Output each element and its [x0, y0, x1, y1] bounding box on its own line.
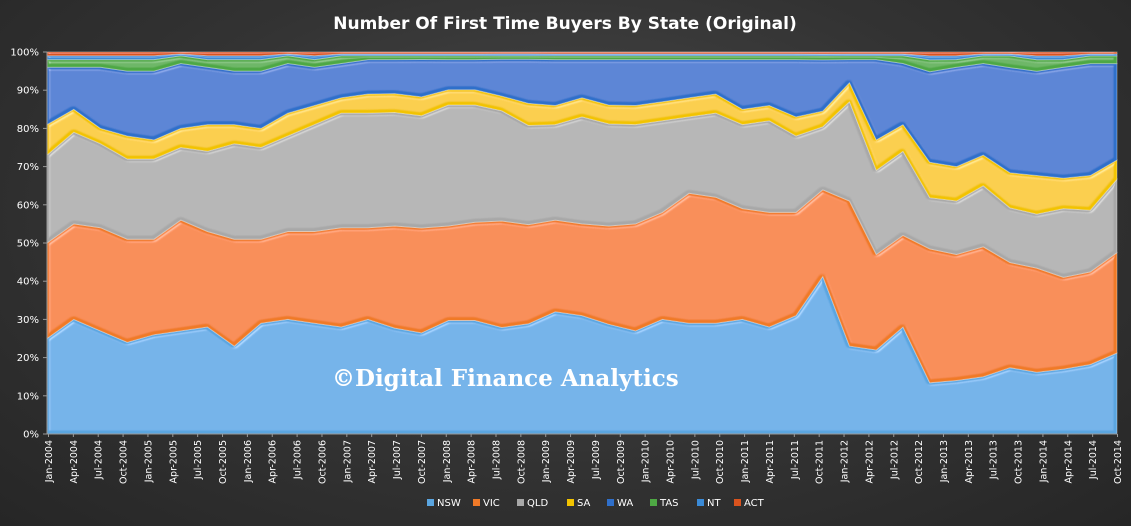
watermark: ©Digital Finance Analytics: [332, 365, 679, 392]
chart-title: Number Of First Time Buyers By State (Or…: [333, 14, 796, 34]
y-tick-label: 50%: [17, 239, 39, 250]
legend-label-nt: NT: [707, 498, 721, 509]
legend-swatch-qld: [517, 499, 524, 506]
x-tick-label: Jan-2014: [1038, 440, 1049, 483]
legend-swatch-vic: [473, 499, 480, 506]
x-tick-label: Jan-2013: [939, 440, 950, 483]
x-axis: Jan-2004 Apr-2004 Jul-2004 Oct-2004 Jan-2005…: [44, 433, 1124, 484]
plot-area: [46, 51, 1118, 435]
legend-label-vic: VIC: [483, 498, 500, 509]
x-tick-label: Jan-2009: [541, 440, 552, 483]
x-tick-label: Apr-2005: [168, 440, 179, 483]
x-tick-label: Apr-2006: [268, 440, 279, 483]
x-tick-label: Jul-2008: [491, 440, 502, 480]
x-tick-label: Oct-2008: [516, 440, 527, 484]
legend-label-qld: QLD: [527, 498, 548, 509]
x-tick-label: Oct-2005: [218, 440, 229, 484]
x-tick-label: Apr-2008: [467, 440, 478, 483]
x-tick-label: Jul-2005: [193, 440, 204, 480]
x-tick-label: Apr-2011: [765, 440, 776, 483]
legend-label-sa: SA: [577, 498, 591, 509]
y-tick-label: 100%: [10, 48, 39, 59]
legend-swatch-nt: [697, 499, 704, 506]
y-axis: 0% 10% 20% 30% 40% 50% 60% 70% 80% 90% 100%: [10, 48, 48, 441]
legend-label-wa: WA: [617, 498, 633, 509]
x-tick-label: Apr-2010: [666, 440, 677, 483]
x-tick-label: Jan-2011: [740, 440, 751, 483]
x-tick-label: Jan-2007: [342, 440, 353, 483]
area-series-act: [46, 51, 1118, 57]
x-tick-label: Jan-2008: [442, 440, 453, 483]
x-tick-label: Oct-2012: [914, 440, 925, 484]
x-tick-label: Oct-2010: [715, 440, 726, 484]
x-tick-label: Oct-2014: [1113, 440, 1124, 484]
x-tick-label: Jul-2004: [94, 440, 105, 480]
legend-swatch-nsw: [427, 499, 434, 506]
x-tick-label: Jul-2009: [591, 440, 602, 480]
legend-swatch-sa: [567, 499, 574, 506]
legend-label-act: ACT: [744, 498, 765, 509]
x-tick-label: Jul-2011: [790, 440, 801, 480]
x-tick-label: Jul-2012: [889, 440, 900, 480]
x-tick-label: Oct-2013: [1014, 440, 1025, 484]
x-tick-label: Jan-2012: [840, 440, 851, 483]
x-tick-label: Apr-2007: [367, 440, 378, 483]
x-tick-label: Apr-2014: [1063, 440, 1074, 483]
legend-label-nsw: NSW: [437, 498, 461, 509]
y-tick-label: 40%: [17, 277, 39, 288]
legend-swatch-wa: [607, 499, 614, 506]
x-tick-label: Oct-2004: [119, 440, 130, 484]
x-tick-label: Apr-2013: [964, 440, 975, 483]
x-tick-label: Apr-2009: [566, 440, 577, 483]
x-tick-label: Oct-2011: [815, 440, 826, 484]
legend-label-tas: TAS: [659, 498, 679, 509]
legend: NSW VIC QLD SA WA TAS NT ACT: [427, 498, 765, 509]
x-tick-label: Apr-2004: [69, 440, 80, 483]
x-tick-label: Oct-2007: [417, 440, 428, 484]
y-tick-label: 90%: [17, 86, 39, 97]
y-tick-label: 20%: [17, 353, 39, 364]
x-tick-label: Jan-2004: [44, 440, 55, 483]
y-tick-label: 60%: [17, 200, 39, 211]
x-tick-label: Apr-2012: [864, 440, 875, 483]
y-tick-label: 80%: [17, 124, 39, 135]
x-tick-label: Jul-2010: [690, 440, 701, 480]
legend-swatch-act: [734, 499, 741, 506]
x-tick-label: Jul-2014: [1088, 440, 1099, 480]
y-tick-label: 10%: [17, 391, 39, 402]
y-tick-label: 30%: [17, 315, 39, 326]
y-tick-label: 70%: [17, 162, 39, 173]
x-tick-label: Jan-2010: [641, 440, 652, 483]
x-tick-label: Jul-2006: [293, 440, 304, 480]
x-tick-label: Jul-2007: [392, 440, 403, 480]
legend-swatch-tas: [650, 499, 657, 506]
x-tick-label: Oct-2009: [616, 440, 627, 484]
x-tick-label: Jan-2006: [243, 440, 254, 483]
x-tick-label: Oct-2006: [317, 440, 328, 484]
x-tick-label: Jan-2005: [143, 440, 154, 483]
y-tick-label: 0%: [23, 430, 39, 441]
x-tick-label: Jul-2013: [989, 440, 1000, 480]
